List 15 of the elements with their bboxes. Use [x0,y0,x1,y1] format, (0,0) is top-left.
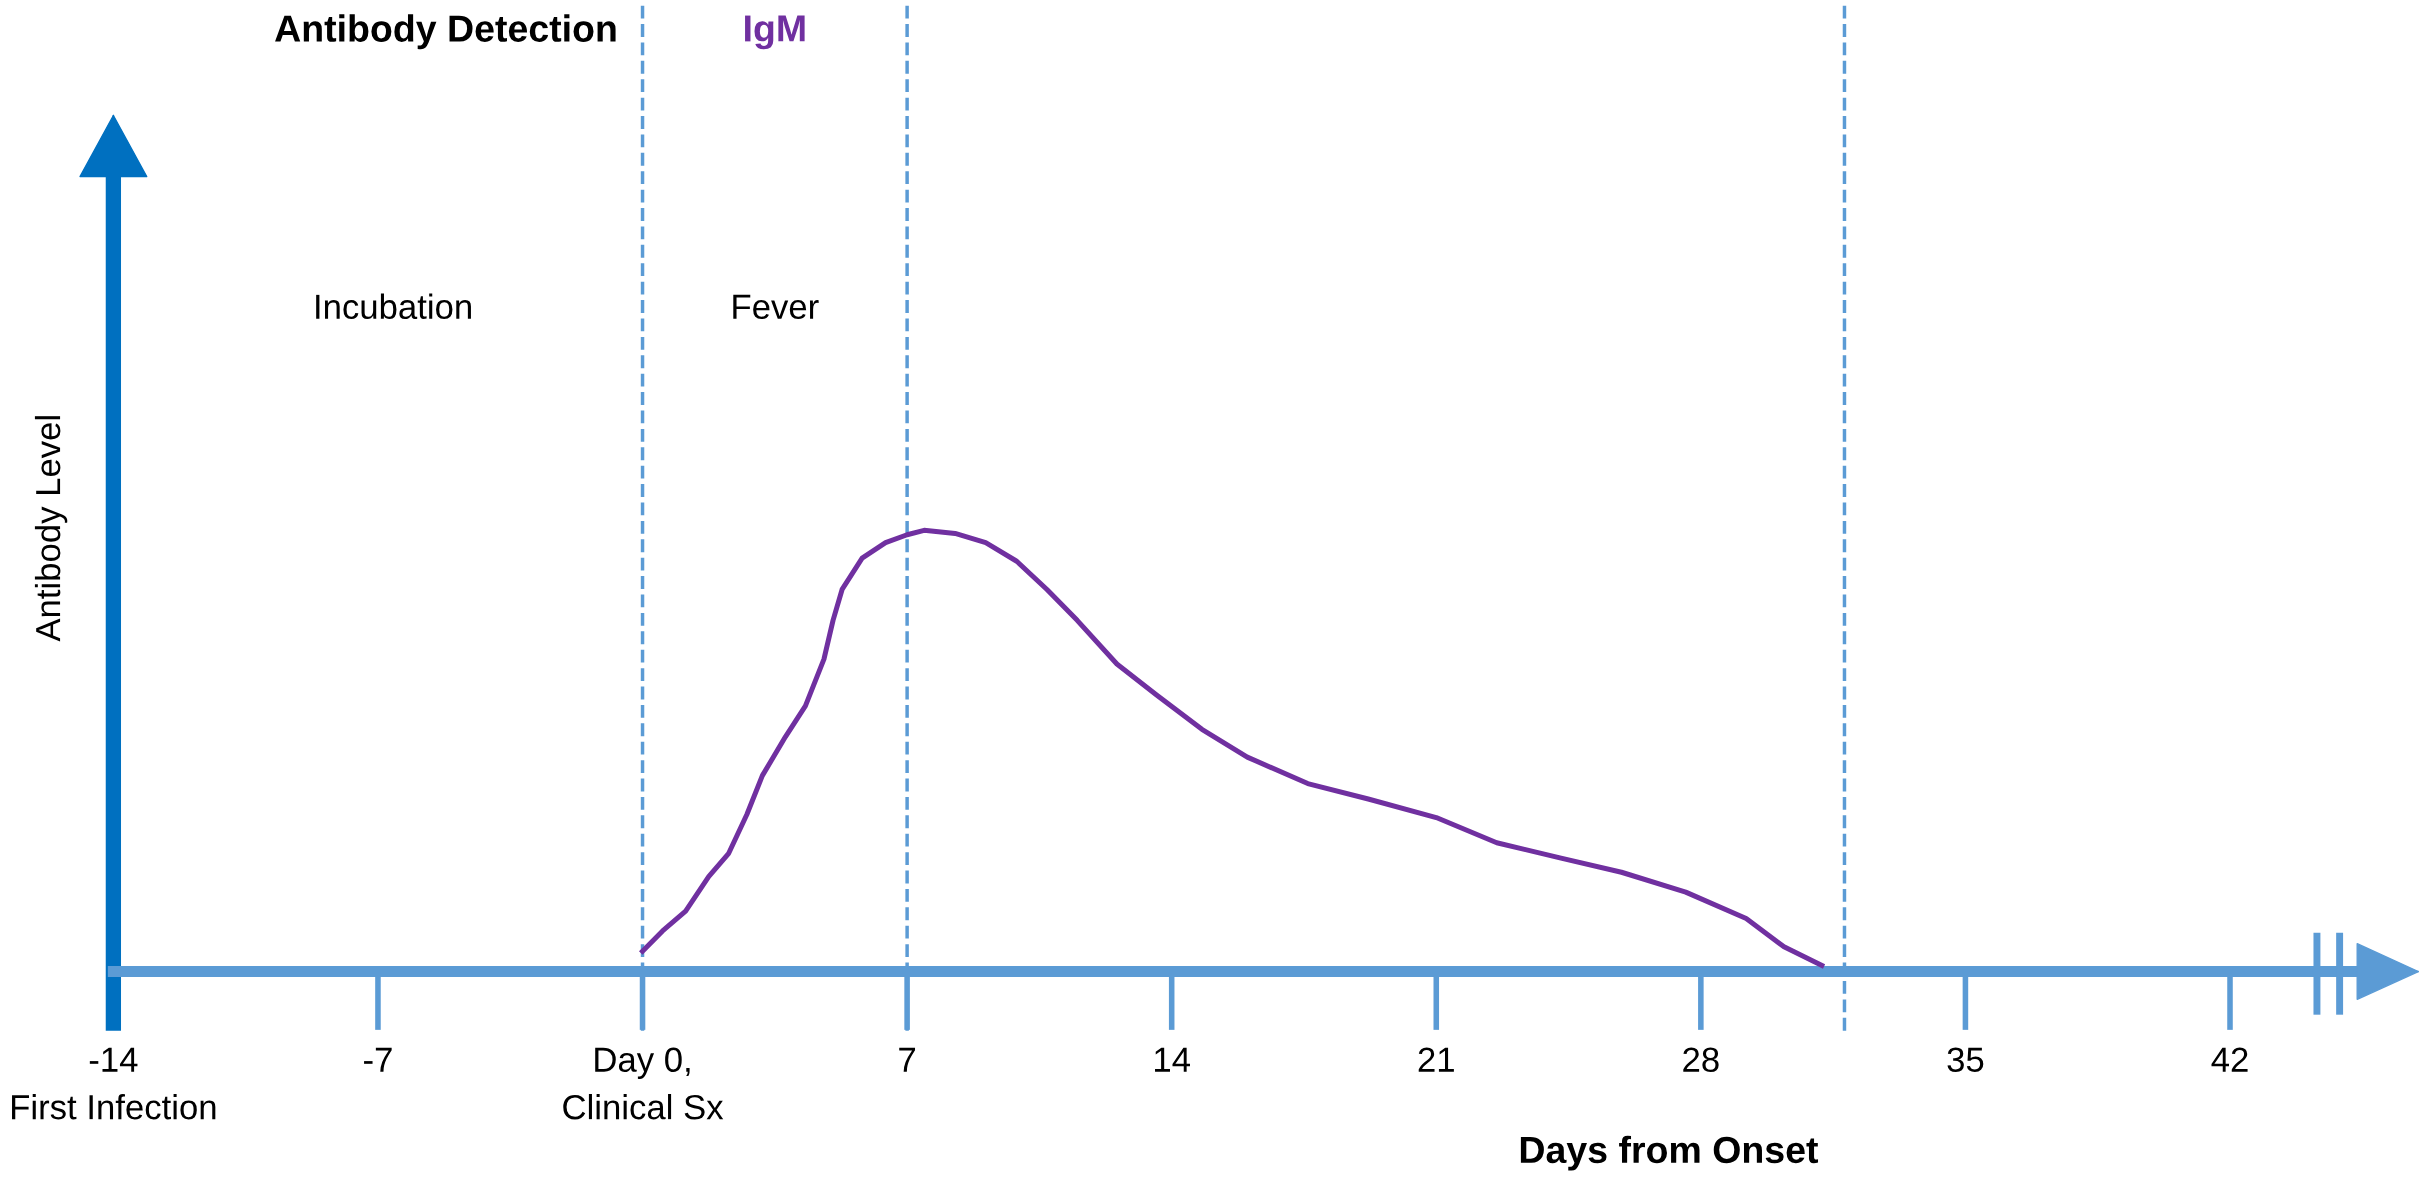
x-tick-label: 7 [899,1047,916,1072]
x-tick-label: 42 [2211,1047,2248,1072]
text: IgM [745,15,805,50]
x-tick-label: 28 [1683,1047,1719,1073]
text: Antibody Detection [275,14,616,50]
y-axis-title: Antibody Level [34,416,68,642]
x-axis-title: Days from Onset [1520,1135,1819,1171]
x-tick-label: Day 0, Clinical Sx [563,1047,724,1120]
x-tick-label: -14 First Infection [12,1047,216,1120]
x-tick-label: -7 [364,1047,392,1072]
x-tick-label: 14 [1155,1047,1190,1072]
text: Incubation [316,293,471,320]
text: Fever [733,294,819,320]
x-tick-label: 35 [1947,1047,1984,1073]
x-tick-label: 21 [1418,1047,1454,1072]
